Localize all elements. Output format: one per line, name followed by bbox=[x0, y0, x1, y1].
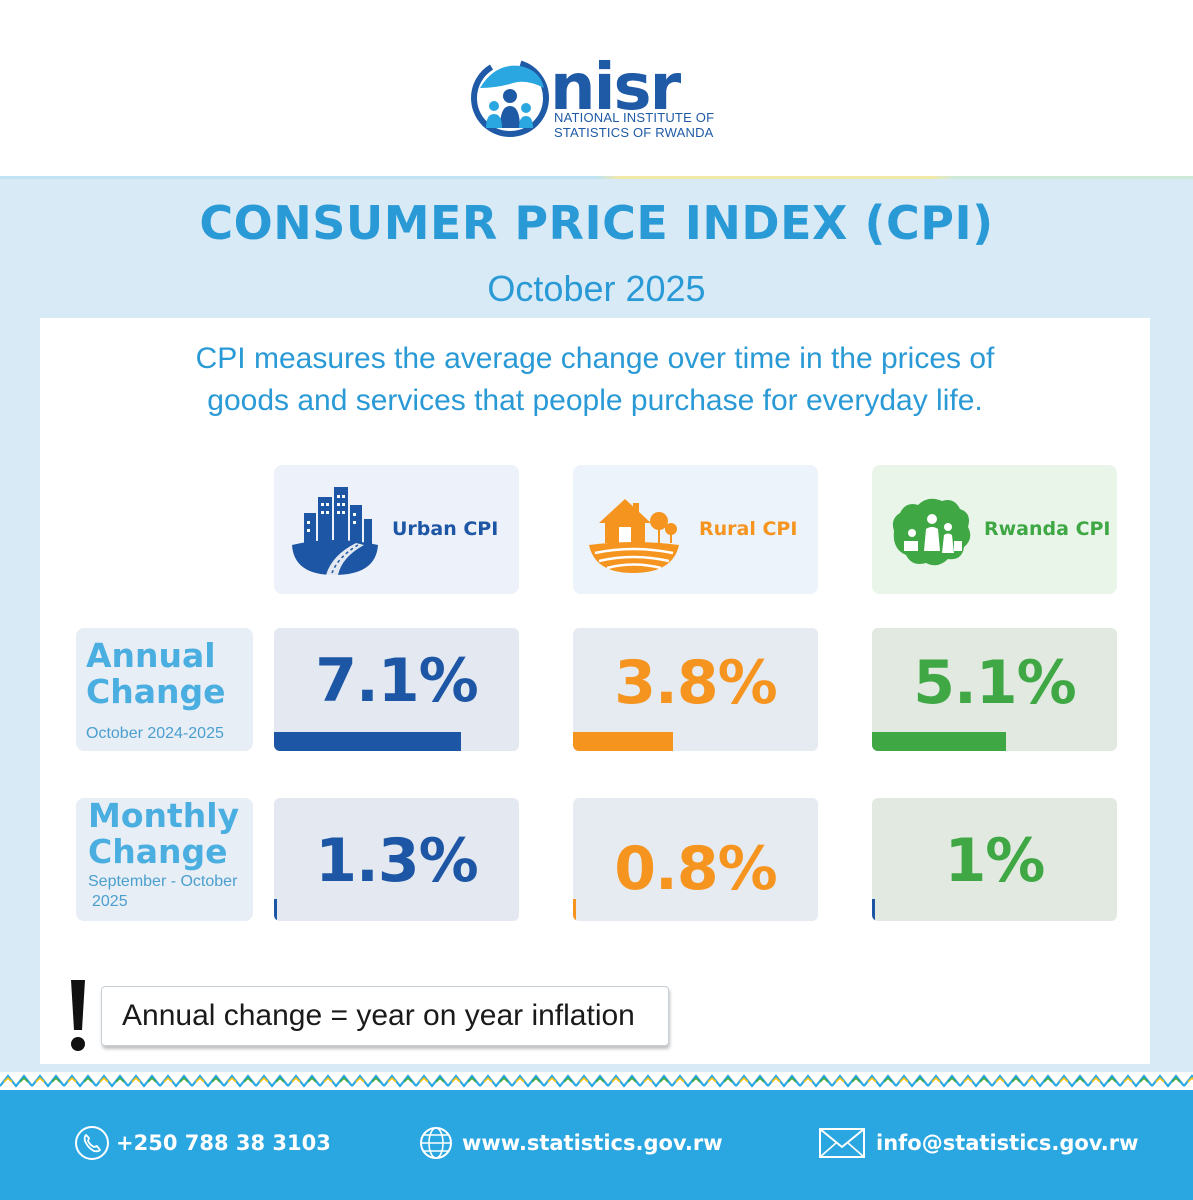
monthly-change-title: Monthly Change bbox=[88, 798, 239, 870]
rwanda-annual-card: 5.1% bbox=[872, 628, 1117, 751]
rural-cpi-header: Rural CPI bbox=[573, 465, 818, 594]
phone-icon bbox=[75, 1126, 109, 1160]
logo-subtitle-line2: STATISTICS OF RWANDA bbox=[554, 125, 714, 140]
urban-cpi-header: Urban CPI bbox=[274, 465, 519, 594]
rural-annual-value: 3.8% bbox=[614, 648, 777, 718]
urban-monthly-value: 1.3% bbox=[315, 826, 478, 896]
annual-change-period: October 2024-2025 bbox=[86, 725, 224, 742]
phone-number[interactable]: +250 788 38 3103 bbox=[116, 1131, 331, 1155]
rwanda-cpi-label: Rwanda CPI bbox=[984, 518, 1111, 540]
website-url[interactable]: www.statistics.gov.rw bbox=[462, 1131, 723, 1155]
header-divider bbox=[0, 176, 1193, 179]
rwanda-annual-value: 5.1% bbox=[913, 648, 1076, 718]
page-footer bbox=[0, 1090, 1193, 1200]
urban-annual-card: 7.1% bbox=[274, 628, 519, 751]
monthly-change-period: September - October 2025 bbox=[88, 872, 253, 912]
monthly-change-title-line1: Monthly bbox=[88, 796, 240, 835]
rural-annual-card: 3.8% bbox=[573, 628, 818, 751]
logo-wordmark: nisr bbox=[550, 51, 681, 125]
page-title: CONSUMER PRICE INDEX (CPI) bbox=[199, 196, 994, 250]
rwanda-monthly-value: 1% bbox=[944, 826, 1046, 896]
rwanda-monthly-bar bbox=[872, 899, 875, 921]
annual-change-title-line2: Change bbox=[86, 672, 226, 711]
nisr-logo: nisr NATIONAL INSTITUTE OF STATISTICS OF… bbox=[470, 51, 730, 150]
monthly-change-label-card: Monthly Change September - October 2025 bbox=[76, 798, 253, 921]
logo-subtitle-line1: NATIONAL INSTITUTE OF bbox=[554, 110, 715, 125]
decorative-pattern-strip bbox=[0, 1072, 1193, 1090]
rural-monthly-bar bbox=[573, 899, 576, 921]
city-icon bbox=[292, 487, 378, 575]
rural-monthly-card: 0.8% bbox=[573, 798, 818, 921]
page-header: nisr NATIONAL INSTITUTE OF STATISTICS OF… bbox=[0, 0, 1193, 179]
page-subtitle: October 2025 bbox=[487, 268, 706, 309]
description-line2: goods and services that people purchase … bbox=[207, 384, 983, 417]
urban-cpi-label: Urban CPI bbox=[392, 518, 499, 540]
rural-annual-bar bbox=[573, 732, 673, 751]
rwanda-annual-bar bbox=[872, 732, 1006, 751]
monthly-change-title-line2: Change bbox=[88, 832, 228, 871]
cpi-description: CPI measures the average change over tim… bbox=[40, 338, 1150, 422]
rwanda-map-shoppers-icon bbox=[892, 498, 971, 566]
rwanda-cpi-header: Rwanda CPI bbox=[872, 465, 1117, 594]
rwanda-monthly-card: 1% bbox=[872, 798, 1117, 921]
farmhouse-icon bbox=[589, 499, 679, 573]
email-address[interactable]: info@statistics.gov.rw bbox=[876, 1131, 1139, 1155]
urban-monthly-card: 1.3% bbox=[274, 798, 519, 921]
rural-monthly-value: 0.8% bbox=[614, 834, 777, 904]
description-line1: CPI measures the average change over tim… bbox=[195, 342, 995, 375]
rural-cpi-label: Rural CPI bbox=[699, 518, 798, 540]
globe-icon bbox=[420, 1127, 452, 1159]
exclamation-icon bbox=[71, 980, 85, 1051]
annual-change-title-line1: Annual bbox=[86, 636, 216, 675]
envelope-icon bbox=[819, 1128, 865, 1158]
definition-note: Annual change = year on year inflation bbox=[101, 986, 669, 1046]
monthly-change-period-line1: September - October bbox=[88, 873, 238, 890]
urban-monthly-bar bbox=[274, 899, 277, 921]
logo-subtitle: NATIONAL INSTITUTE OF STATISTICS OF RWAN… bbox=[554, 110, 734, 140]
annual-change-title: Annual Change bbox=[86, 638, 225, 710]
urban-annual-bar bbox=[274, 732, 461, 751]
monthly-change-period-line2: 2025 bbox=[92, 893, 128, 910]
urban-annual-value: 7.1% bbox=[315, 646, 478, 716]
annual-change-label-card: Annual Change October 2024-2025 bbox=[76, 628, 253, 751]
nisr-emblem-icon bbox=[471, 59, 549, 137]
